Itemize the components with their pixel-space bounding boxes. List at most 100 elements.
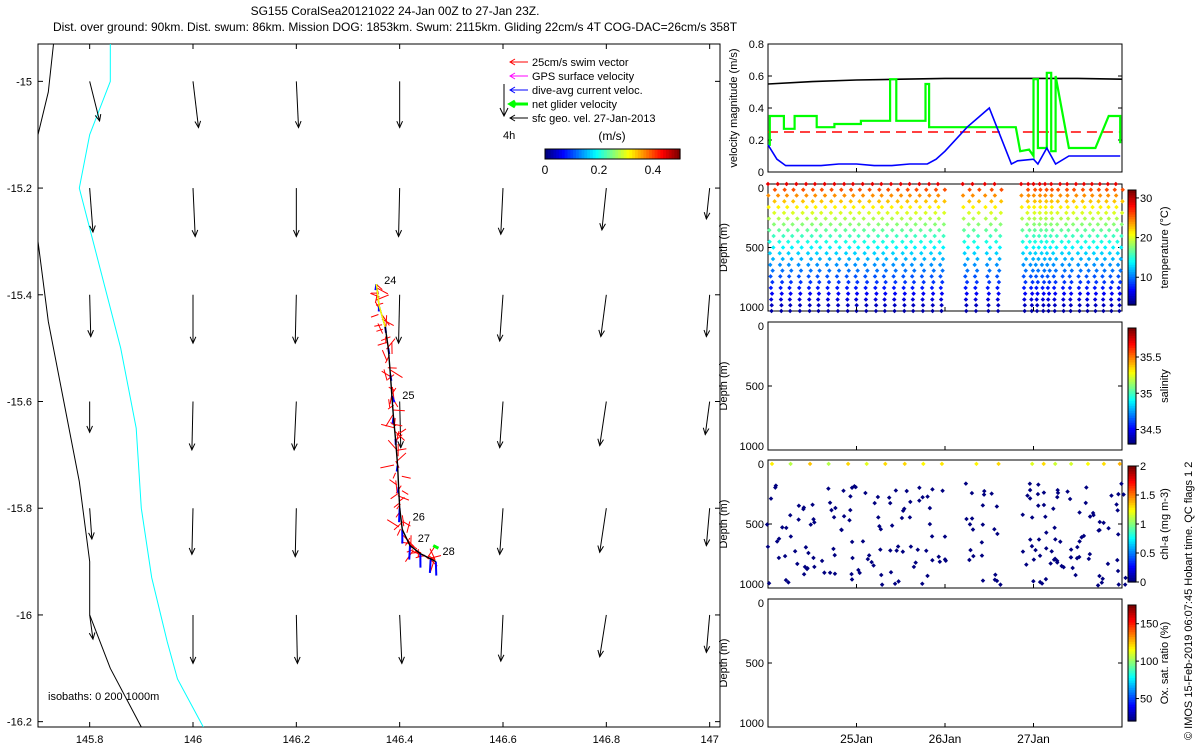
temperature-point <box>1065 216 1071 221</box>
swim-vector <box>412 550 421 556</box>
glider-track-line <box>375 284 437 563</box>
map-x-tick-label: 146.2 <box>283 734 311 746</box>
temperature-colorbar-segment <box>1128 276 1136 280</box>
chla-colorbar-segment <box>1128 531 1136 535</box>
temperature-point <box>1083 251 1089 256</box>
temperature-point <box>973 285 978 291</box>
oxygen-colorbar-segment <box>1128 646 1136 650</box>
temperature-point <box>1036 256 1041 262</box>
legend-swatch-head <box>507 99 516 109</box>
temperature-point <box>816 302 821 308</box>
oxygen-colorbar-segment <box>1128 641 1136 645</box>
temperature-point <box>1052 302 1058 308</box>
temperature-point <box>1106 216 1112 221</box>
swim-vector <box>380 464 395 469</box>
temperature-point <box>1059 239 1064 244</box>
temperature-colorbar-segment <box>1128 216 1136 220</box>
map-colorbar-label: (m/s) <box>598 129 625 143</box>
temperature-point <box>1065 193 1070 198</box>
temperature-point <box>796 285 802 291</box>
map-colorbar-segment <box>660 149 664 159</box>
temperature-point <box>1043 193 1048 198</box>
temperature-point <box>1078 256 1084 262</box>
salinity-colorbar-segment <box>1128 364 1136 368</box>
temperature-point <box>1070 245 1075 250</box>
geo-velocity-shaft <box>705 508 711 546</box>
oxygen-colorbar-frame <box>1127 604 1137 722</box>
chla-point <box>863 490 868 496</box>
temperature-point <box>891 285 897 291</box>
chla-point <box>996 461 1001 467</box>
temperature-colorbar-segment <box>1128 209 1136 213</box>
temperature-point <box>770 256 776 262</box>
chla-point <box>1073 572 1078 578</box>
temperature-point <box>1027 239 1033 244</box>
geo-velocity-head <box>294 120 302 129</box>
temperature-point <box>920 308 926 314</box>
swim-vector <box>370 314 379 318</box>
map-colorbar-segment <box>545 149 549 159</box>
oxygen-colorbar-segment <box>1128 650 1136 654</box>
oxygen-y-axis-label: Depth (m) <box>718 639 730 688</box>
temperature-point <box>854 302 859 308</box>
velocity-y-tick-label: 0.4 <box>749 103 764 115</box>
temperature-point <box>1100 297 1106 302</box>
temperature-colorbar-segment <box>1128 204 1136 208</box>
temperature-point <box>1026 204 1032 210</box>
temperature-point <box>986 302 991 308</box>
temperature-point <box>1039 239 1044 244</box>
temperature-point <box>985 297 991 302</box>
temperature-point <box>891 297 897 302</box>
geo-velocity-shaft <box>192 81 199 128</box>
chla-point <box>1036 537 1042 542</box>
temperature-point <box>882 302 888 308</box>
temperature-point <box>1108 285 1113 291</box>
temperature-point <box>986 291 992 296</box>
salinity-colorbar-segment <box>1128 402 1136 406</box>
temperature-point <box>931 268 936 273</box>
chla-point <box>939 461 945 467</box>
geo-velocity-head <box>397 441 404 449</box>
temperature-point <box>910 285 915 291</box>
temperature-point <box>1049 187 1055 193</box>
chla-point <box>1121 492 1126 497</box>
chla-point <box>807 461 813 467</box>
temperature-point <box>1069 268 1075 273</box>
geo-velocity-arrow <box>89 81 102 123</box>
chla-colorbar-segment <box>1128 482 1136 486</box>
chla-point <box>1029 543 1035 549</box>
chla-colorbar-segment <box>1128 495 1136 499</box>
temperature-point <box>797 308 803 314</box>
temperature-point <box>846 268 852 273</box>
geo-velocity-arrow <box>398 614 405 665</box>
temperature-point <box>1077 308 1082 314</box>
temperature-point <box>834 274 840 279</box>
geo-velocity-shaft <box>89 81 101 122</box>
temperature-point <box>1035 291 1040 296</box>
temperature-point <box>986 279 992 285</box>
chla-point <box>878 547 883 552</box>
temperature-point <box>797 302 803 308</box>
chla-colorbar-label: chl-a (mg m-3) <box>1159 488 1171 560</box>
temperature-point <box>974 291 979 296</box>
oxygen-colorbar-segment <box>1128 667 1136 671</box>
salinity-plot-frame <box>767 321 1123 451</box>
salinity-y-axis-label: Depth (m) <box>718 362 730 411</box>
oxygen-colorbar-segment <box>1128 682 1136 686</box>
chla-point <box>980 578 986 583</box>
temperature-point <box>965 268 970 273</box>
chla-point <box>1020 549 1026 554</box>
temperature-point <box>1064 181 1070 187</box>
swim-vector <box>391 423 403 427</box>
temperature-point <box>1044 251 1050 256</box>
geo-velocity-shaft <box>705 188 711 219</box>
swim-vector <box>392 472 397 479</box>
temperature-point <box>846 256 852 262</box>
oxygen-colorbar <box>1127 604 1137 722</box>
temperature-point <box>929 285 935 291</box>
temperature-point <box>938 297 944 302</box>
chla-colorbar-segment <box>1128 545 1136 549</box>
temperature-colorbar-segment <box>1128 242 1136 246</box>
temperature-point <box>1082 193 1087 198</box>
chla-colorbar-segment <box>1128 490 1136 494</box>
